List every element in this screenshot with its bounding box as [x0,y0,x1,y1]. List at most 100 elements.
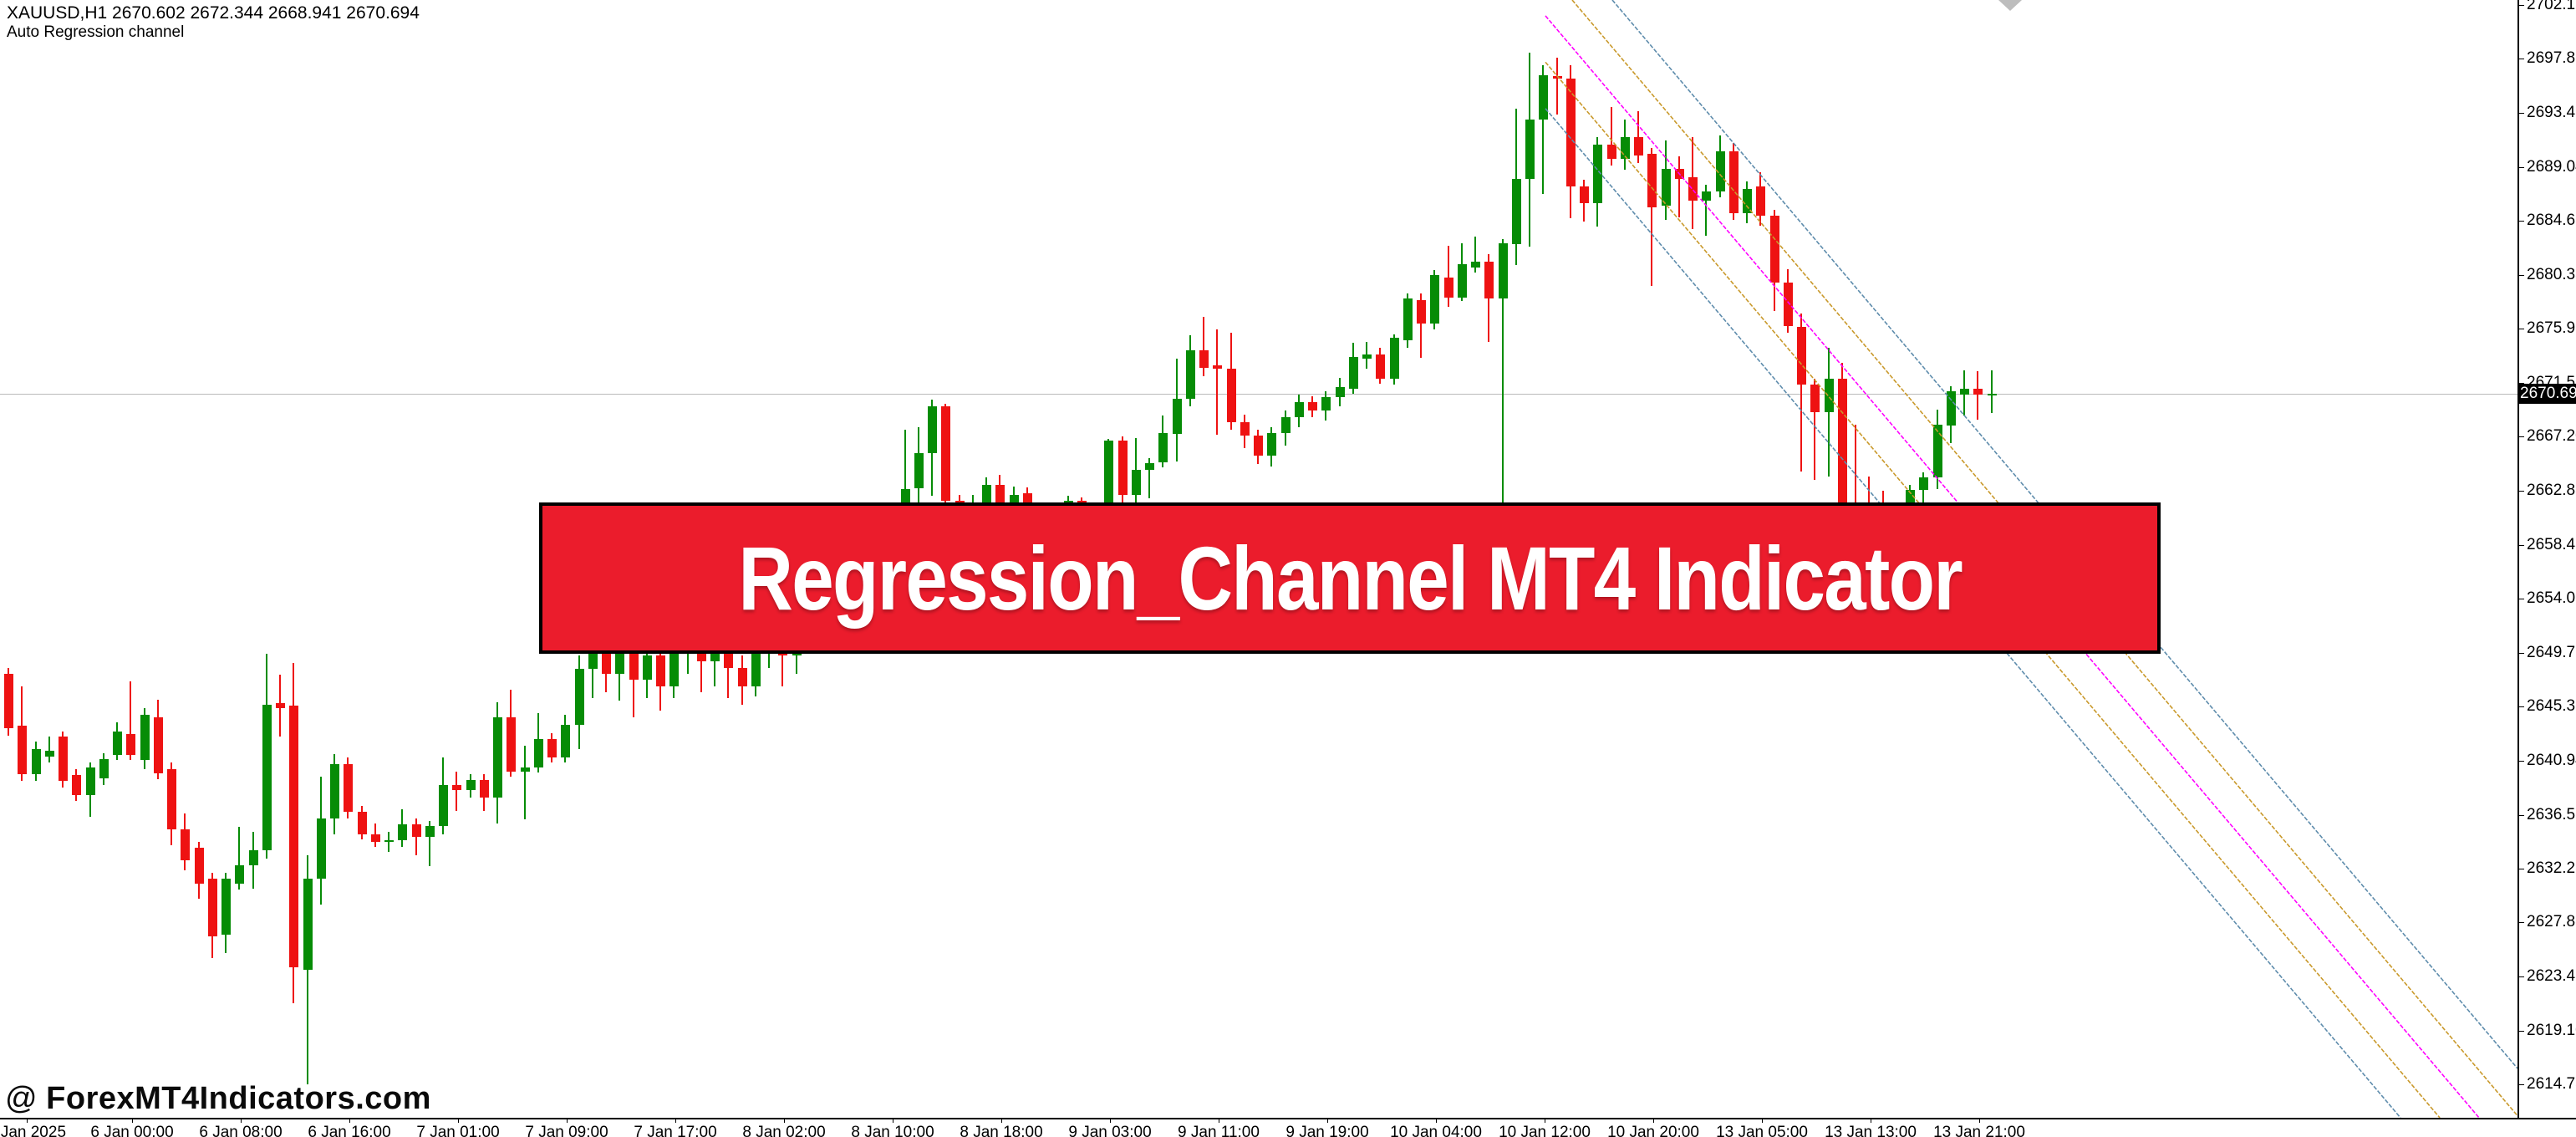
bear-candle-body [370,834,380,842]
bull-candle-body [1348,356,1358,389]
bear-candle-body [126,734,136,756]
bull-candle-body [330,763,339,818]
time-label: 7 Jan 09:00 [525,1124,608,1137]
bear-candle-body [357,812,367,834]
bear-candle-body [1797,327,1806,385]
time-label: 10 Jan 04:00 [1390,1124,1482,1137]
price-label: 2649.720 [2527,643,2576,661]
bull-candle-body [1919,477,1929,490]
time-tick [675,1118,676,1123]
price-label: 2693.465 [2527,103,2576,121]
candle-wick [1827,348,1830,477]
watermark-at-sign: @ [5,1081,47,1116]
bull-candle-body [262,704,272,851]
bear-candle-body [1443,278,1453,298]
bull-candle-body [1620,136,1630,160]
candle-wick [1977,371,1979,420]
bull-candle-body [1280,416,1291,433]
bull-candle-body [1430,275,1440,324]
bull-candle-body [425,825,435,837]
price-label: 2702.175 [2527,0,2576,13]
bull-candle-body [1661,169,1671,206]
price-label: 2697.820 [2527,49,2576,68]
price-axis-line [2517,0,2519,1118]
time-label: 13 Jan 13:00 [1825,1124,1917,1137]
price-tick [2517,706,2524,707]
candle-wick [1814,379,1816,481]
price-label: 2654.075 [2527,589,2576,608]
candle-wick [456,771,458,811]
time-tick [458,1118,459,1123]
bull-candle-body [384,840,394,843]
bear-candle-body [344,763,354,813]
bear-candle-body [289,706,299,968]
time-tick [349,1118,350,1123]
bull-candle-body [1158,433,1168,463]
bear-candle-body [1226,369,1236,422]
bear-candle-body [656,655,665,686]
bull-candle-body [1946,390,1956,426]
current-price-line [0,393,2517,395]
bear-candle-body [181,829,191,860]
time-tick [241,1118,242,1123]
bear-candle-body [507,716,517,772]
time-label: 8 Jan 10:00 [851,1124,934,1137]
bull-candle-body [1824,379,1834,412]
promo-banner: Regression_Channel MT4 Indicator [539,502,2161,654]
symbol-ohlc-text: XAUUSD,H1 2670.602 2672.344 2668.941 267… [7,3,420,23]
time-label: 10 Jan 20:00 [1607,1124,1699,1137]
bear-candle-body [72,775,82,795]
time-tick [1001,1118,1002,1123]
candle-wick [1474,237,1476,273]
bull-candle-body [1498,242,1508,299]
bull-candle-body [1335,387,1345,398]
time-label: 10 Jan 12:00 [1499,1124,1591,1137]
price-tick [2517,922,2524,924]
candle-wick [238,827,241,890]
bull-candle-body [113,732,122,756]
price-label: 2689.045 [2527,157,2576,176]
bull-candle-body [316,818,326,880]
bear-candle-body [1240,421,1250,436]
bull-candle-body [493,716,502,798]
candle-wick [1542,65,1545,194]
candle-wick [1855,424,1856,557]
bull-candle-body [1145,462,1154,471]
banner-title: Regression_Channel MT4 Indicator [738,528,1963,629]
candle-wick [48,737,50,763]
candle-wick [1800,313,1802,472]
bull-candle-body [1457,263,1467,298]
bear-candle-body [167,768,176,830]
bull-candle-body [439,784,448,826]
price-tick [2517,1084,2524,1085]
bull-candle-body [914,452,924,489]
bull-candle-body [1987,393,1997,395]
price-tick [2517,221,2524,222]
bull-candle-body [1131,470,1141,495]
bear-candle-body [1756,186,1766,217]
bear-candle-body [1688,177,1698,201]
bear-candle-body [602,640,611,674]
candle-wick [1677,156,1680,217]
price-tick [2517,274,2524,276]
price-label: 2658.430 [2527,535,2576,553]
time-label: 8 Jan 18:00 [960,1124,1043,1137]
bear-candle-body [1769,216,1779,283]
bull-candle-body [466,780,476,790]
candle-wick [632,643,634,717]
bear-candle-body [1565,79,1576,186]
bull-candle-body [588,640,598,670]
candle-wick [1216,329,1219,435]
bear-candle-body [1213,365,1223,370]
price-tick [2517,490,2524,492]
bull-candle-body [1511,178,1521,245]
bull-candle-body [1185,350,1195,399]
candle-wick [1420,293,1422,358]
bull-candle-body [31,749,41,774]
chart-shift-triangle-icon[interactable] [1998,0,2022,11]
candle-wick [130,681,132,761]
candle-wick [428,820,430,867]
candle-wick [1922,472,1925,520]
time-tick [132,1118,133,1123]
bear-candle-body [1647,154,1657,207]
